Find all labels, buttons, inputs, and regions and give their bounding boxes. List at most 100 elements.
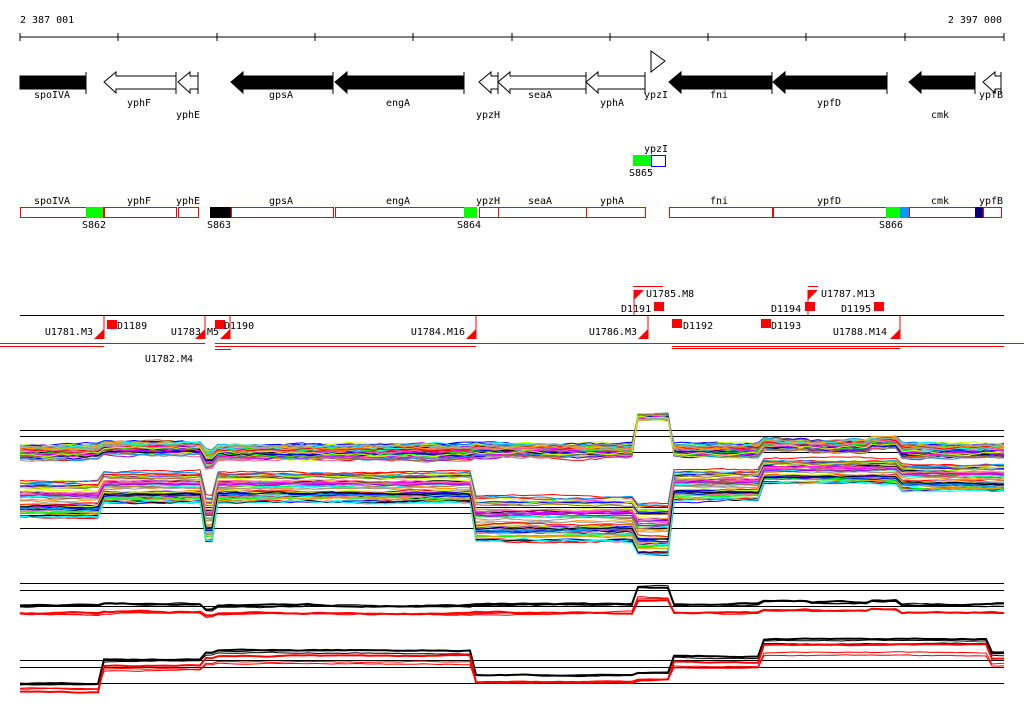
gene-arrow-yphA — [585, 70, 646, 95]
site-box — [900, 207, 909, 218]
segment-up-label: U1787.M13 — [821, 289, 875, 300]
segment-down-label: D1191 — [621, 304, 651, 315]
coordinate-ruler: 2 387 001 2 397 000 — [19, 15, 1005, 41]
profile-trace — [19, 473, 1005, 539]
transcript-label: ypfB — [979, 196, 1003, 207]
gene-track: spoIVA yphF yphE gpsA engA ypzH seaA yphA ypzI fn… — [19, 50, 1003, 121]
site-box — [975, 207, 983, 218]
gene-spoIVA: spoIVA — [19, 72, 87, 101]
segment-up-label: U1785.M8 — [646, 289, 694, 300]
transcript-box — [104, 207, 177, 218]
deletion-block — [761, 319, 771, 328]
segment-start-marker — [808, 290, 818, 300]
gene-label: gpsA — [269, 90, 293, 101]
segment-track: U1781.M3 U1782.M4 U1783.M5 U1784.M16 U1785.M… — [0, 286, 1024, 365]
segment-down-label: D1193 — [771, 321, 801, 332]
gene-arrow-ypfD — [772, 70, 888, 95]
gene-ypfB: ypfB — [979, 70, 1003, 101]
site-box-s865 — [633, 155, 651, 166]
gene-arrow-yphF — [103, 70, 177, 95]
expression-profile-plot — [19, 412, 1005, 557]
segment-up-label: U1786.M3 — [589, 327, 637, 338]
gene-label: engA — [386, 98, 410, 109]
summary-trace — [19, 639, 1005, 686]
gene-ypzI: ypzI — [644, 50, 668, 101]
segment-up-label: U1781.M3 — [45, 327, 93, 338]
gene-yphE: yphE — [176, 70, 200, 121]
gene-label: ypfD — [817, 98, 841, 109]
gene-arrow-spoIVA — [19, 75, 87, 90]
segment-end-marker — [638, 329, 648, 339]
site-box — [210, 207, 231, 218]
transcript-label: engA — [386, 196, 410, 207]
segment-start-marker — [634, 290, 644, 300]
segment-end-marker — [94, 329, 104, 339]
gene-arrow-cmk — [908, 70, 976, 95]
gene-arrow-yphE — [177, 70, 199, 95]
gene-label: spoIVA — [34, 90, 70, 101]
site-box — [464, 207, 477, 218]
transcript-label: seaA — [528, 196, 552, 207]
gene-label: ypfB — [979, 90, 1003, 101]
profile-trace — [19, 416, 1005, 454]
segment-up-label: U1783.M5 — [171, 327, 219, 338]
deletion-block — [654, 302, 664, 311]
profile-trace — [19, 466, 1005, 523]
summary-profile-plot — [19, 583, 1005, 694]
profile-trace — [19, 417, 1005, 453]
segment-down-label: D1195 — [841, 304, 871, 315]
gene-label: ypzH — [476, 110, 500, 121]
segment-up-label: U1784.M16 — [411, 327, 465, 338]
summary-trace — [19, 651, 1005, 691]
transcript-label: yphE — [176, 196, 200, 207]
gene-engA: engA — [334, 70, 465, 109]
site-label: S864 — [457, 220, 481, 231]
transcript-box — [335, 207, 465, 218]
gene-arrow-engA — [334, 70, 465, 95]
summary-trace — [19, 642, 1005, 685]
transcript-box — [773, 207, 887, 218]
transcript-label: spoIVA — [34, 196, 70, 207]
gene-arrow-ypzH — [478, 70, 499, 95]
upstream-track: ypzI S865 — [629, 144, 668, 179]
transcript-box — [498, 207, 587, 218]
transcript-box — [178, 207, 199, 218]
segment-down-label: D1192 — [683, 321, 713, 332]
deletion-block — [805, 302, 815, 311]
transcript-label: ypzH — [476, 196, 500, 207]
transcript-label: fni — [710, 196, 728, 207]
gene-yphF: yphF — [103, 70, 177, 109]
site-label: S865 — [629, 168, 653, 179]
profile-trace — [19, 456, 1005, 505]
summary-trace — [19, 654, 1005, 690]
transcript-track: spoIVA yphF yphE gpsA engA ypzH seaA yphA fni ypf… — [20, 196, 1003, 231]
segment-down-label: D1189 — [117, 321, 147, 332]
gene-label: yphA — [600, 98, 624, 109]
gene-cmk: cmk — [908, 70, 976, 121]
transcript-box — [20, 207, 104, 218]
site-label: S863 — [207, 220, 231, 231]
deletion-block — [874, 302, 884, 311]
segment-end-marker — [195, 329, 205, 339]
segment-up-label: U1788.M14 — [833, 327, 887, 338]
transcript-label: gpsA — [269, 196, 293, 207]
segment-down-label: D1194 — [771, 304, 801, 315]
gene-label: fni — [710, 90, 728, 101]
transcript-box — [586, 207, 646, 218]
summary-trace — [19, 586, 1005, 610]
profile-trace — [19, 481, 1005, 556]
transcript-box — [479, 207, 499, 218]
gene-ypzH: ypzH — [476, 70, 500, 121]
gene-label: yphF — [127, 98, 151, 109]
gene-label: ypzI — [644, 144, 668, 155]
profile-trace — [19, 461, 1004, 512]
transcript-label: yphA — [600, 196, 624, 207]
profile-trace — [19, 468, 1005, 527]
gene-label: seaA — [528, 90, 552, 101]
transcript-label: yphF — [127, 196, 151, 207]
gene-box-ypzI — [651, 155, 666, 167]
profile-trace — [19, 477, 1005, 550]
gene-yphA: yphA — [585, 70, 646, 109]
summary-trace — [19, 596, 1005, 618]
